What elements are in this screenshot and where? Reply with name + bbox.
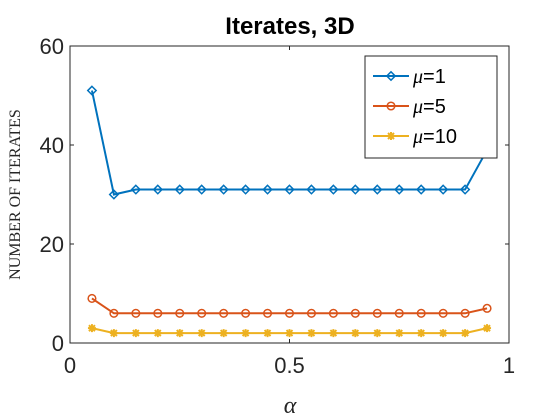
data-point-circle [482,303,492,313]
data-point-circle [306,308,317,318]
data-point-diamond [240,184,251,195]
data-point-star [219,329,228,338]
data-point-circle [328,308,338,318]
data-point-circle [284,308,295,318]
series-line [91,297,488,315]
data-point-star [241,329,250,338]
data-point-star [351,329,360,338]
data-point-star [109,329,118,338]
data-point-circle [438,308,448,318]
data-point-star [483,324,492,333]
legend-item: μ=1 [373,66,446,88]
data-point-circle [386,101,396,111]
chart-title: Iterates, 3D [225,13,354,40]
data-point-circle [394,308,404,318]
data-point-circle [197,308,207,318]
data-point-diamond [328,184,339,195]
series-2 [87,293,492,318]
data-point-star [439,329,448,338]
series-1 [86,85,493,200]
data-point-circle [87,293,97,304]
data-point-star [263,329,272,338]
legend: μ=1 μ=5 μ=10 [364,55,498,159]
data-point-diamond [415,184,427,195]
data-point-diamond [152,184,164,195]
data-point-star [417,329,426,338]
x-axis-label: α [284,393,297,419]
y-tick-label: 20 [40,232,64,257]
legend-label: μ=5 [412,96,446,118]
data-point-circle [460,308,470,318]
data-point-diamond [196,184,207,195]
data-point-diamond [385,70,397,82]
y-tick-label: 40 [40,133,64,158]
data-point-star [387,132,395,140]
data-point-diamond [393,184,405,195]
axes: 0 20 40 60 0 0.5 1 [40,34,516,378]
data-point-diamond [437,184,449,195]
legend-item: μ=5 [373,96,446,118]
series-layer [86,85,493,338]
x-tick-label: 0.5 [274,353,305,378]
legend-label: μ=10 [412,126,457,148]
data-point-diamond [174,184,186,195]
data-point-star [395,329,404,338]
y-tick-label: 0 [52,331,64,356]
data-point-circle [109,308,119,318]
data-point-diamond [350,184,361,195]
data-point-star [329,329,338,338]
data-point-star [153,329,162,338]
data-point-diamond [218,184,229,195]
data-point-circle [263,308,273,318]
legend-label: μ=1 [412,66,446,88]
data-point-star [175,329,184,338]
data-point-circle [153,308,163,318]
legend-item: μ=10 [373,126,457,148]
y-axis-label: NUMBER OF ITERATES [7,109,24,280]
data-point-star [373,329,382,338]
data-point-star [131,329,140,338]
data-point-diamond [284,184,295,195]
data-point-circle [350,308,360,318]
data-point-diamond [108,189,120,200]
y-tick-label: 60 [40,34,64,59]
x-tick-label: 0 [64,353,76,378]
data-point-diamond [86,85,98,96]
data-point-star [197,329,206,338]
data-point-star [461,329,470,338]
data-point-circle [416,308,426,318]
series-line [90,90,488,196]
data-point-star [307,329,316,338]
data-point-star [285,329,294,338]
x-tick-label: 1 [503,353,515,378]
data-point-circle [175,308,185,318]
data-point-diamond [262,184,273,195]
data-point-circle [372,308,382,318]
data-point-diamond [130,184,142,195]
data-point-circle [131,308,141,318]
data-point-diamond [306,184,317,195]
data-point-circle [219,308,229,318]
data-point-diamond [459,184,471,195]
data-point-circle [241,308,251,318]
data-point-star [87,324,96,333]
data-point-diamond [372,184,383,195]
series-3 [87,324,492,338]
